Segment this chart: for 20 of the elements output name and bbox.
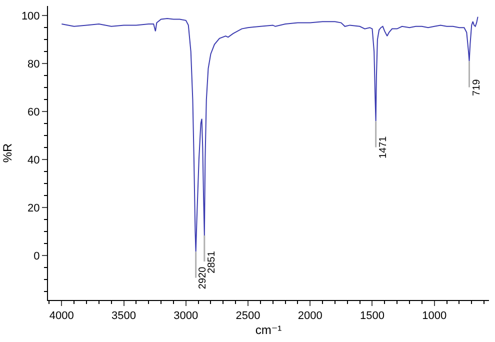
annotation: 2920	[198, 266, 209, 290]
y-tick-label: 0	[34, 250, 40, 262]
annotation: 1471	[378, 136, 390, 159]
x-tick-label: 2000	[298, 310, 322, 322]
y-tick-label: 100	[21, 10, 40, 22]
x-tick-label: 1500	[360, 310, 384, 322]
y-tick-label: 40	[28, 154, 40, 166]
x-tick-label: 2500	[236, 310, 260, 322]
x-tick-label: 1000	[422, 310, 447, 322]
y-axis-title: %R	[0, 143, 15, 163]
annotation: 719	[472, 78, 483, 96]
x-axis-title: cm⁻¹	[255, 323, 282, 338]
y-tick-label: 80	[28, 58, 40, 70]
x-tick-label: 3000	[174, 310, 198, 322]
x-tick-label: 4000	[49, 310, 74, 322]
annotation: 2851	[206, 250, 218, 274]
x-tick-label: 3500	[112, 310, 136, 322]
line-series	[61, 16, 478, 252]
y-tick-label: 60	[28, 106, 40, 118]
y-tick-label: 20	[28, 202, 40, 214]
